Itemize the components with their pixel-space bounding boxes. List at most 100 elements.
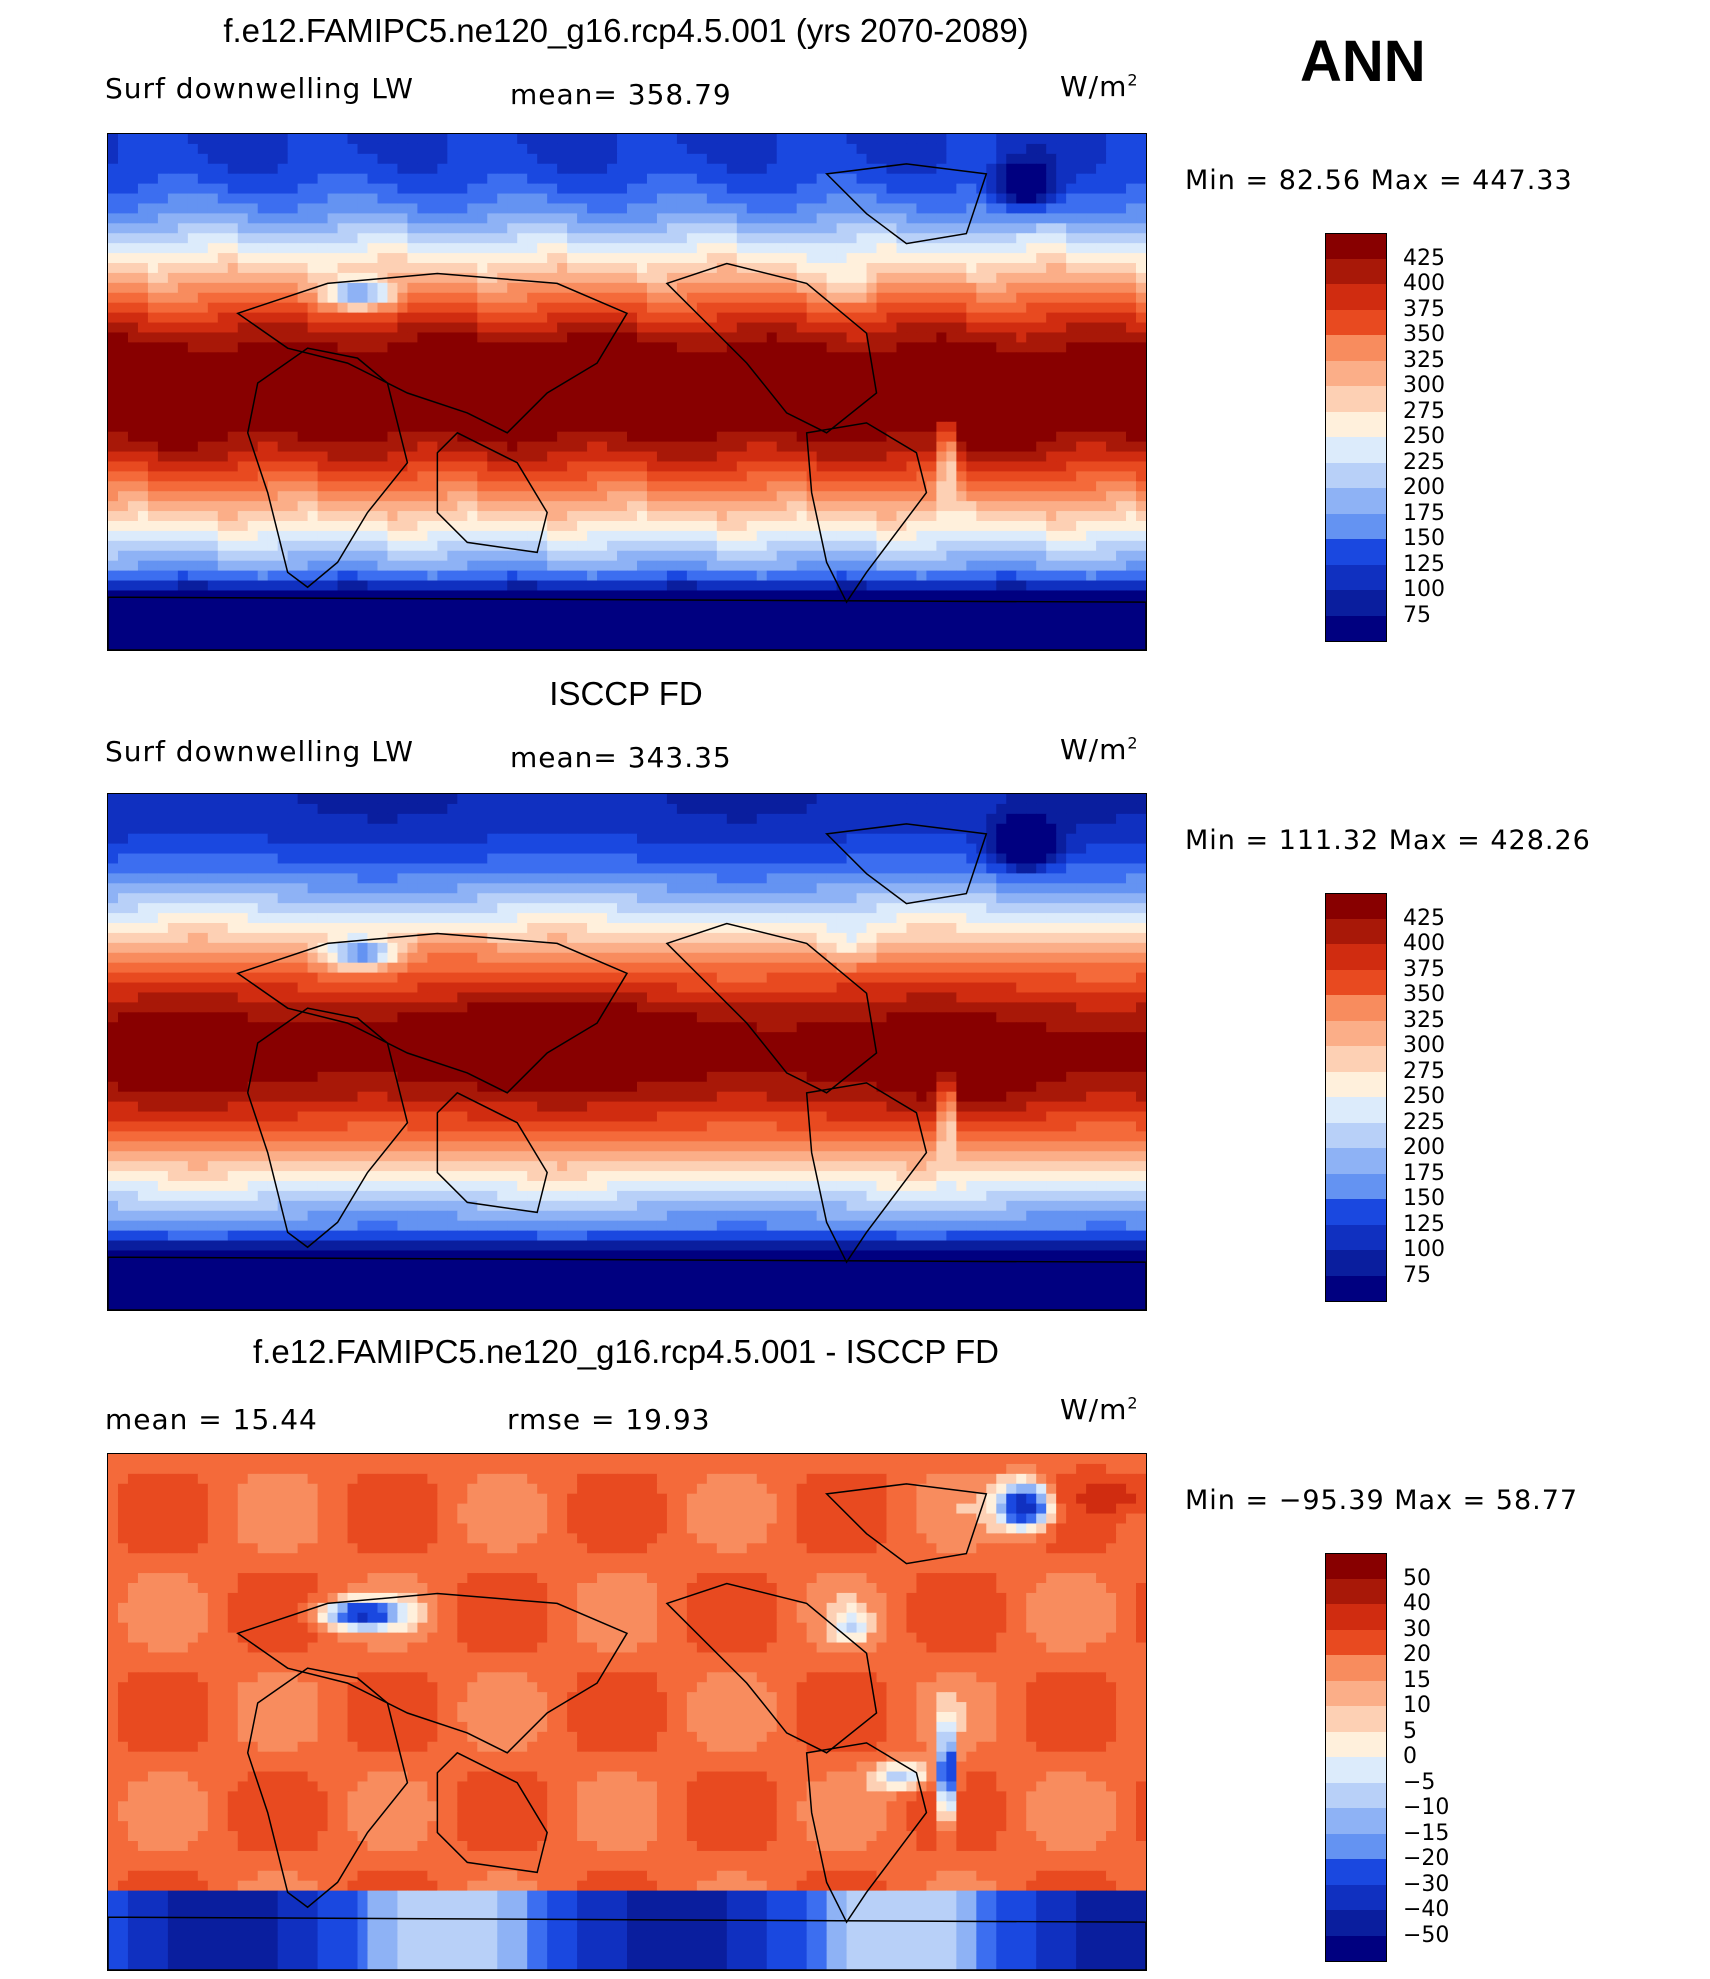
map-cell [816, 521, 828, 532]
map-cell [127, 372, 139, 383]
map-cell [686, 441, 698, 453]
map-cell [996, 451, 1007, 463]
map-cell [666, 263, 678, 274]
map-cell [257, 362, 269, 373]
map-cell [157, 183, 169, 195]
map-cell [826, 362, 838, 373]
map-cell [257, 153, 269, 165]
map-cell [1036, 243, 1047, 254]
map-cell [407, 342, 419, 353]
map-cell [417, 441, 428, 453]
map-cell [996, 471, 1007, 482]
map-cell [796, 253, 808, 264]
map-cell [557, 203, 568, 214]
map-cell [1066, 183, 1077, 195]
map-cell [317, 243, 329, 254]
map-cell [297, 461, 309, 472]
map-cell [906, 282, 918, 294]
map-cell [1106, 431, 1117, 443]
map-cell [1046, 312, 1057, 324]
map-cell [377, 193, 389, 205]
map-cell [517, 352, 528, 363]
map-cell [886, 540, 898, 552]
map-cell [1096, 600, 1107, 611]
map-cell [108, 530, 119, 542]
map-cell [706, 352, 718, 363]
map-cell [896, 461, 908, 472]
map-cell [137, 441, 149, 453]
map-cell [846, 481, 858, 492]
map-cell [1046, 411, 1057, 423]
map-cell [786, 491, 798, 502]
map-cell [237, 322, 249, 334]
map-cell [187, 233, 199, 244]
map-cell [587, 600, 598, 611]
map-cell [617, 411, 628, 423]
map-cell [147, 590, 159, 601]
map-cell [137, 292, 149, 304]
map-cell [786, 263, 798, 274]
map-cell [1046, 570, 1057, 582]
map-cell [487, 173, 498, 185]
map-cell [187, 272, 199, 284]
map-cell [417, 362, 428, 373]
map-cell [666, 570, 678, 582]
map-cell [636, 431, 648, 443]
map-cell [1086, 352, 1097, 363]
map-cell [437, 451, 448, 463]
map-cell [287, 153, 299, 165]
map-cell [746, 540, 758, 552]
map-cell [1076, 471, 1087, 482]
map-cell [387, 521, 399, 532]
map-cell [257, 332, 269, 343]
map-cell [277, 183, 289, 195]
map-cell [108, 461, 119, 472]
map-cell [1056, 481, 1067, 492]
map-cell [587, 312, 598, 324]
map-cell [127, 352, 139, 363]
map-cell [916, 580, 928, 592]
map-cell [307, 183, 319, 195]
map-cell [467, 143, 478, 155]
map-cell [816, 411, 828, 423]
map-cell [257, 521, 269, 532]
map-cell [307, 362, 319, 373]
panel-1-units: W/m2 [1060, 70, 1139, 103]
map-cell [1026, 163, 1037, 175]
map-cell [1036, 382, 1047, 393]
map-cell [736, 511, 748, 522]
map-cell [507, 243, 518, 254]
map-cell [976, 272, 987, 284]
map-cell [956, 362, 967, 373]
map-cell [297, 272, 309, 284]
map-cell [557, 282, 568, 294]
map-cell [686, 481, 698, 492]
map-cell [746, 243, 758, 254]
map-cell [237, 263, 249, 274]
map-cell [277, 521, 289, 532]
map-cell [816, 292, 828, 304]
map-cell [746, 550, 758, 562]
map-cell [786, 392, 798, 403]
map-cell [636, 282, 648, 294]
map-cell [786, 282, 798, 294]
map-cell [1046, 143, 1057, 155]
map-cell [277, 411, 289, 423]
map-cell [427, 362, 438, 373]
map-cell [856, 540, 868, 552]
map-cell [108, 421, 119, 433]
map-cell [696, 600, 708, 611]
map-cell [976, 233, 987, 244]
map-cell [1106, 233, 1117, 244]
map-cell [966, 282, 977, 294]
map-cell [736, 501, 748, 512]
map-cell [417, 134, 428, 145]
map-cell [547, 481, 558, 492]
map-cell [676, 312, 688, 324]
map-cell [108, 183, 119, 195]
map-cell [607, 382, 618, 393]
map-cell [257, 580, 269, 592]
map-cell [567, 580, 578, 592]
map-cell [976, 550, 987, 562]
map-cell [906, 233, 918, 244]
